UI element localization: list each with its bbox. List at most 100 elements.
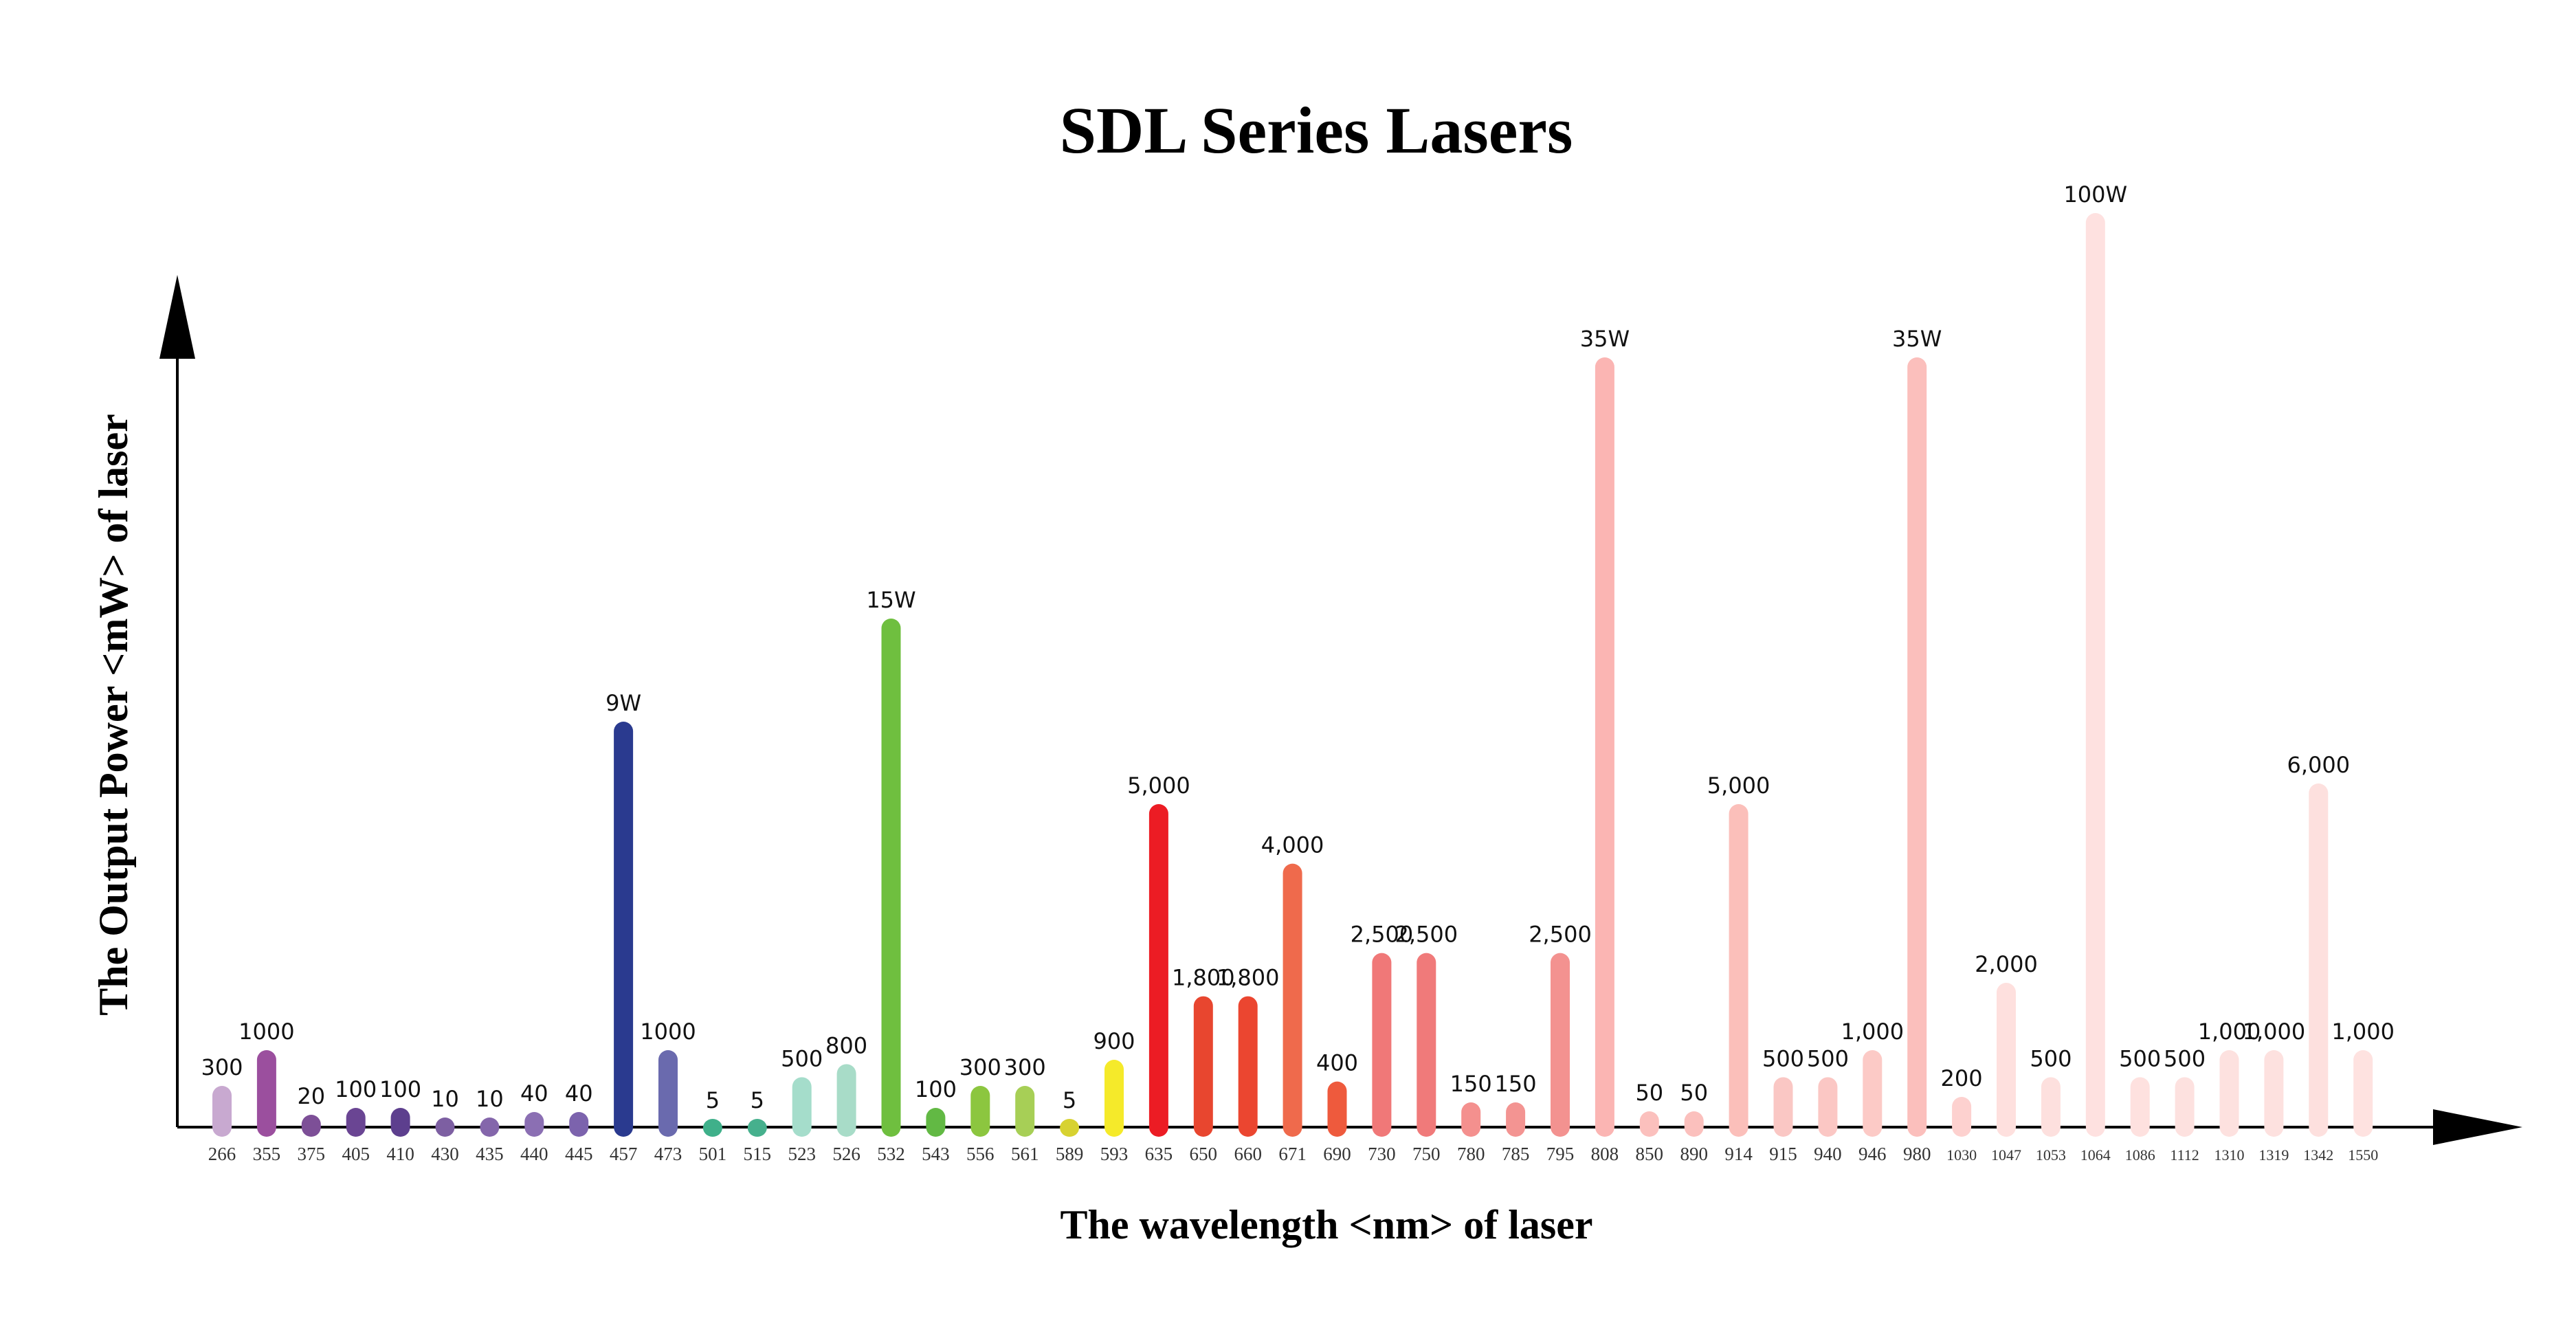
x-tick-515: 515 bbox=[744, 1144, 772, 1164]
data-label-1030: 200 bbox=[1941, 1065, 1983, 1091]
data-label-750: 2,500 bbox=[1395, 922, 1458, 948]
data-label-593: 900 bbox=[1093, 1028, 1135, 1054]
data-label-850: 50 bbox=[1635, 1080, 1663, 1106]
bars-group bbox=[212, 213, 2373, 1137]
bar-890 bbox=[1684, 1111, 1704, 1137]
x-axis-arrow bbox=[2433, 1109, 2522, 1145]
x-tick-808: 808 bbox=[1591, 1144, 1619, 1164]
data-label-914: 5,000 bbox=[1707, 772, 1770, 799]
bar-410 bbox=[390, 1108, 410, 1137]
data-label-445: 40 bbox=[565, 1080, 593, 1107]
x-tick-266: 266 bbox=[208, 1144, 236, 1164]
x-tick-1550: 1550 bbox=[2348, 1146, 2378, 1164]
data-label-1319: 1,000 bbox=[2243, 1019, 2306, 1045]
x-tick-1086: 1086 bbox=[2125, 1146, 2155, 1164]
x-tick-795: 795 bbox=[1546, 1144, 1575, 1164]
bar-532 bbox=[881, 619, 901, 1137]
x-tick-501: 501 bbox=[699, 1144, 727, 1164]
bar-589 bbox=[1060, 1119, 1080, 1137]
y-axis-arrow bbox=[159, 275, 195, 359]
data-label-785: 150 bbox=[1495, 1071, 1537, 1097]
bar-561 bbox=[1015, 1086, 1035, 1137]
x-tick-593: 593 bbox=[1100, 1144, 1129, 1164]
bar-435 bbox=[480, 1118, 500, 1137]
x-tick-532: 532 bbox=[877, 1144, 905, 1164]
bar-660 bbox=[1238, 996, 1258, 1137]
bar-445 bbox=[569, 1112, 589, 1137]
data-label-780: 150 bbox=[1450, 1071, 1492, 1097]
bar-671 bbox=[1283, 863, 1302, 1137]
data-label-523: 500 bbox=[781, 1045, 823, 1071]
data-label-1064: 100W bbox=[2063, 181, 2127, 208]
x-tick-1064: 1064 bbox=[2080, 1146, 2111, 1164]
x-tick-526: 526 bbox=[832, 1144, 860, 1164]
bar-795 bbox=[1551, 953, 1570, 1137]
x-tick-1030: 1030 bbox=[1946, 1146, 1977, 1164]
bar-635 bbox=[1148, 804, 1168, 1137]
data-label-440: 40 bbox=[520, 1080, 548, 1107]
x-tick-1047: 1047 bbox=[1991, 1146, 2021, 1164]
x-tick-785: 785 bbox=[1502, 1144, 1530, 1164]
x-tick-750: 750 bbox=[1412, 1144, 1441, 1164]
x-tick-561: 561 bbox=[1011, 1144, 1039, 1164]
bar-457 bbox=[614, 722, 634, 1137]
bar-593 bbox=[1104, 1060, 1124, 1137]
x-tick-410: 410 bbox=[386, 1144, 414, 1164]
bar-473 bbox=[658, 1050, 678, 1137]
bar-1310 bbox=[2219, 1050, 2239, 1137]
x-tick-473: 473 bbox=[654, 1144, 682, 1164]
data-label-532: 15W bbox=[866, 587, 915, 613]
x-tick-1112: 1112 bbox=[2170, 1146, 2199, 1164]
x-tick-589: 589 bbox=[1056, 1144, 1084, 1164]
bar-850 bbox=[1639, 1111, 1659, 1137]
bar-914 bbox=[1729, 804, 1748, 1137]
chart-title: SDL Series Lasers bbox=[1060, 93, 1573, 167]
x-tick-440: 440 bbox=[520, 1144, 548, 1164]
bar-1053 bbox=[2041, 1077, 2061, 1137]
bar-556 bbox=[970, 1086, 990, 1137]
bar-1064 bbox=[2085, 213, 2105, 1137]
bar-750 bbox=[1417, 953, 1436, 1137]
data-label-635: 5,000 bbox=[1127, 772, 1190, 799]
x-tick-650: 650 bbox=[1190, 1144, 1218, 1164]
data-label-795: 2,500 bbox=[1529, 922, 1592, 948]
data-label-1550: 1,000 bbox=[2331, 1019, 2395, 1045]
data-label-1047: 2,000 bbox=[1975, 951, 2038, 977]
x-tick-850: 850 bbox=[1636, 1144, 1664, 1164]
bar-940 bbox=[1818, 1077, 1838, 1137]
x-tick-1342: 1342 bbox=[2303, 1146, 2333, 1164]
bar-1030 bbox=[1952, 1097, 1972, 1137]
bar-980 bbox=[1907, 357, 1927, 1137]
x-tick-730: 730 bbox=[1368, 1144, 1396, 1164]
data-label-690: 400 bbox=[1316, 1050, 1358, 1076]
x-tick-405: 405 bbox=[342, 1144, 370, 1164]
data-label-946: 1,000 bbox=[1841, 1019, 1904, 1045]
bar-523 bbox=[792, 1077, 812, 1137]
data-label-890: 50 bbox=[1680, 1080, 1708, 1106]
bar-1047 bbox=[1997, 983, 2016, 1137]
bar-375 bbox=[301, 1115, 321, 1137]
x-tick-1310: 1310 bbox=[2214, 1146, 2245, 1164]
data-label-430: 10 bbox=[431, 1086, 459, 1112]
bar-808 bbox=[1595, 357, 1614, 1137]
x-tick-940: 940 bbox=[1814, 1144, 1842, 1164]
tick-labels-group: 266 355 375 405 410 430 435 440 445 457 473 501 515 5… bbox=[208, 1144, 2378, 1164]
x-tick-435: 435 bbox=[476, 1144, 504, 1164]
data-label-980: 35W bbox=[1892, 326, 1942, 352]
data-label-405: 100 bbox=[335, 1076, 377, 1102]
bar-440 bbox=[524, 1112, 544, 1137]
bar-785 bbox=[1506, 1102, 1526, 1137]
bar-1550 bbox=[2353, 1050, 2373, 1137]
x-tick-780: 780 bbox=[1457, 1144, 1485, 1164]
data-label-355: 1000 bbox=[238, 1019, 294, 1045]
x-tick-445: 445 bbox=[565, 1144, 593, 1164]
bar-526 bbox=[836, 1064, 856, 1137]
data-label-375: 20 bbox=[297, 1083, 325, 1109]
x-tick-915: 915 bbox=[1769, 1144, 1797, 1164]
bar-1342 bbox=[2309, 783, 2329, 1137]
data-label-501: 5 bbox=[706, 1087, 720, 1113]
x-tick-556: 556 bbox=[966, 1144, 995, 1164]
data-label-410: 100 bbox=[379, 1076, 421, 1102]
